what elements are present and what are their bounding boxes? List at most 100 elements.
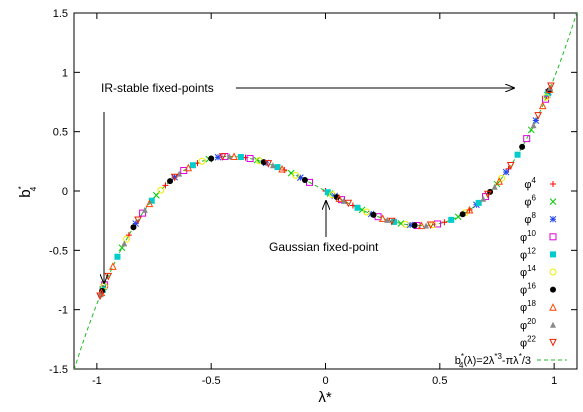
data-point xyxy=(139,209,147,217)
data-point xyxy=(459,211,466,218)
legend-item: φ14 xyxy=(520,264,557,279)
annotation-gaussian: Gaussian fixed-point xyxy=(269,240,379,254)
data-point xyxy=(157,186,165,194)
data-point xyxy=(237,154,244,161)
y-tick-label: -0.5 xyxy=(49,245,68,257)
y-tick-label: 0 xyxy=(62,186,68,198)
data-point xyxy=(162,182,169,189)
data-point xyxy=(132,220,140,227)
legend-item: φ4 xyxy=(524,176,556,191)
data-point xyxy=(480,195,487,202)
legend-label: φ4 xyxy=(524,176,536,191)
legend-item: φ10 xyxy=(520,229,557,244)
data-point xyxy=(530,122,537,129)
legend-item: φ22 xyxy=(520,334,557,349)
data-point xyxy=(335,194,344,202)
series-φ12 xyxy=(99,90,551,293)
data-point xyxy=(145,199,154,208)
data-point xyxy=(448,216,455,223)
legend-label: φ20 xyxy=(520,317,537,332)
data-point xyxy=(498,174,506,182)
legend-label: φ16 xyxy=(520,282,537,297)
data-point xyxy=(519,143,526,150)
data-point xyxy=(547,82,555,91)
legend-item-curve: b* 4(λ)=2λ*3-πλ*/3 xyxy=(455,352,567,370)
legend-item: φ12 xyxy=(520,246,556,261)
data-point xyxy=(198,157,206,165)
data-point xyxy=(123,235,131,243)
data-point xyxy=(354,204,361,211)
data-point xyxy=(274,164,281,171)
data-point xyxy=(502,168,510,176)
data-point xyxy=(340,197,347,204)
data-point xyxy=(170,173,179,182)
data-point xyxy=(532,117,540,124)
data-point xyxy=(378,214,387,222)
data-point xyxy=(264,160,273,168)
data-point xyxy=(550,181,556,187)
data-point xyxy=(130,224,137,231)
data-point xyxy=(534,112,542,120)
y-tick-label: -1 xyxy=(58,305,68,317)
data-point xyxy=(402,220,410,228)
data-point xyxy=(484,190,492,199)
data-point xyxy=(523,135,531,143)
data-point xyxy=(495,177,504,185)
legend-item: φ20 xyxy=(520,317,556,332)
data-point xyxy=(549,215,557,223)
data-point xyxy=(246,155,254,163)
data-point xyxy=(550,321,556,328)
legend-item: φ8 xyxy=(524,211,557,226)
data-point xyxy=(96,292,104,301)
y-tick-label: -1.5 xyxy=(49,364,68,376)
y-tick-label: 0.5 xyxy=(53,127,68,139)
legend-label: φ22 xyxy=(520,334,537,349)
legend-label: φ12 xyxy=(520,246,537,261)
series-φ16 xyxy=(99,87,553,294)
data-point xyxy=(475,199,482,206)
data-point xyxy=(411,222,418,229)
data-point xyxy=(441,219,448,226)
data-point xyxy=(333,194,340,201)
x-tick-label: -0.5 xyxy=(202,375,221,387)
data-point xyxy=(141,206,148,213)
axis-ticks: -1 -0.5 0 0.5 1 -1.5 -1 -0.5 0 0.5 1 1.5 xyxy=(49,8,577,387)
data-point xyxy=(230,152,238,160)
data-point xyxy=(296,174,304,181)
data-point xyxy=(434,220,442,228)
x-axis-title: λ* xyxy=(318,389,332,406)
x-tick-label: 0.5 xyxy=(432,375,447,387)
data-point xyxy=(134,216,142,225)
data-point xyxy=(549,198,557,205)
data-point xyxy=(423,222,430,229)
data-point xyxy=(391,218,398,225)
data-point xyxy=(344,199,353,208)
legend-item: φ18 xyxy=(520,299,557,314)
legend-label: φ8 xyxy=(524,211,536,226)
data-point xyxy=(550,286,556,293)
data-point xyxy=(226,153,233,160)
data-point xyxy=(549,233,557,241)
data-point xyxy=(167,178,174,185)
series-φ20 xyxy=(97,84,554,298)
data-point xyxy=(292,171,300,179)
legend-label: φ14 xyxy=(520,264,537,279)
y-axis-title: b* 4 xyxy=(17,186,38,197)
data-point xyxy=(189,162,196,169)
data-point xyxy=(171,173,178,181)
y-tick-label: 1.5 xyxy=(53,8,68,20)
legend-label: φ6 xyxy=(524,194,536,209)
data-point xyxy=(550,251,556,258)
data-point xyxy=(426,221,435,230)
x-tick-label: 0 xyxy=(322,375,328,387)
data-point xyxy=(114,253,121,260)
x-tick-label: -1 xyxy=(92,375,102,387)
data-point xyxy=(406,221,414,229)
data-point xyxy=(184,163,193,172)
legend-item: φ16 xyxy=(520,282,556,297)
data-point xyxy=(148,197,155,204)
legend-label: φ18 xyxy=(520,299,537,314)
data-point xyxy=(465,205,474,214)
data-point xyxy=(214,153,222,161)
data-point xyxy=(324,189,331,196)
